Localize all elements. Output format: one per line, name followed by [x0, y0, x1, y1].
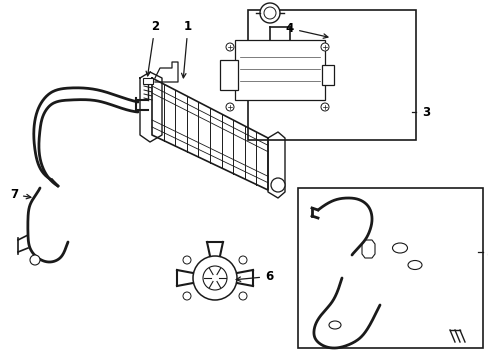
Circle shape — [239, 292, 246, 300]
Bar — [247, 10, 415, 140]
Ellipse shape — [392, 243, 407, 253]
Circle shape — [260, 3, 280, 23]
Circle shape — [264, 7, 275, 19]
Circle shape — [239, 256, 246, 264]
Ellipse shape — [328, 321, 340, 329]
Circle shape — [203, 266, 226, 290]
Circle shape — [320, 103, 328, 111]
Circle shape — [183, 292, 191, 300]
Circle shape — [30, 255, 40, 265]
Circle shape — [183, 256, 191, 264]
Bar — [220, 60, 238, 90]
Text: 7: 7 — [10, 188, 31, 201]
Circle shape — [320, 43, 328, 51]
Circle shape — [225, 103, 234, 111]
Bar — [321, 65, 333, 85]
Text: 2: 2 — [146, 20, 159, 76]
Ellipse shape — [407, 261, 421, 270]
Circle shape — [270, 178, 285, 192]
Text: 5: 5 — [485, 246, 488, 258]
Circle shape — [225, 43, 234, 51]
Bar — [235, 40, 325, 100]
Text: 6: 6 — [236, 270, 273, 283]
Text: 4: 4 — [285, 22, 327, 38]
Circle shape — [193, 256, 237, 300]
Bar — [142, 78, 153, 84]
Bar — [297, 188, 482, 348]
Text: 1: 1 — [181, 20, 192, 78]
Text: 3: 3 — [421, 105, 429, 118]
